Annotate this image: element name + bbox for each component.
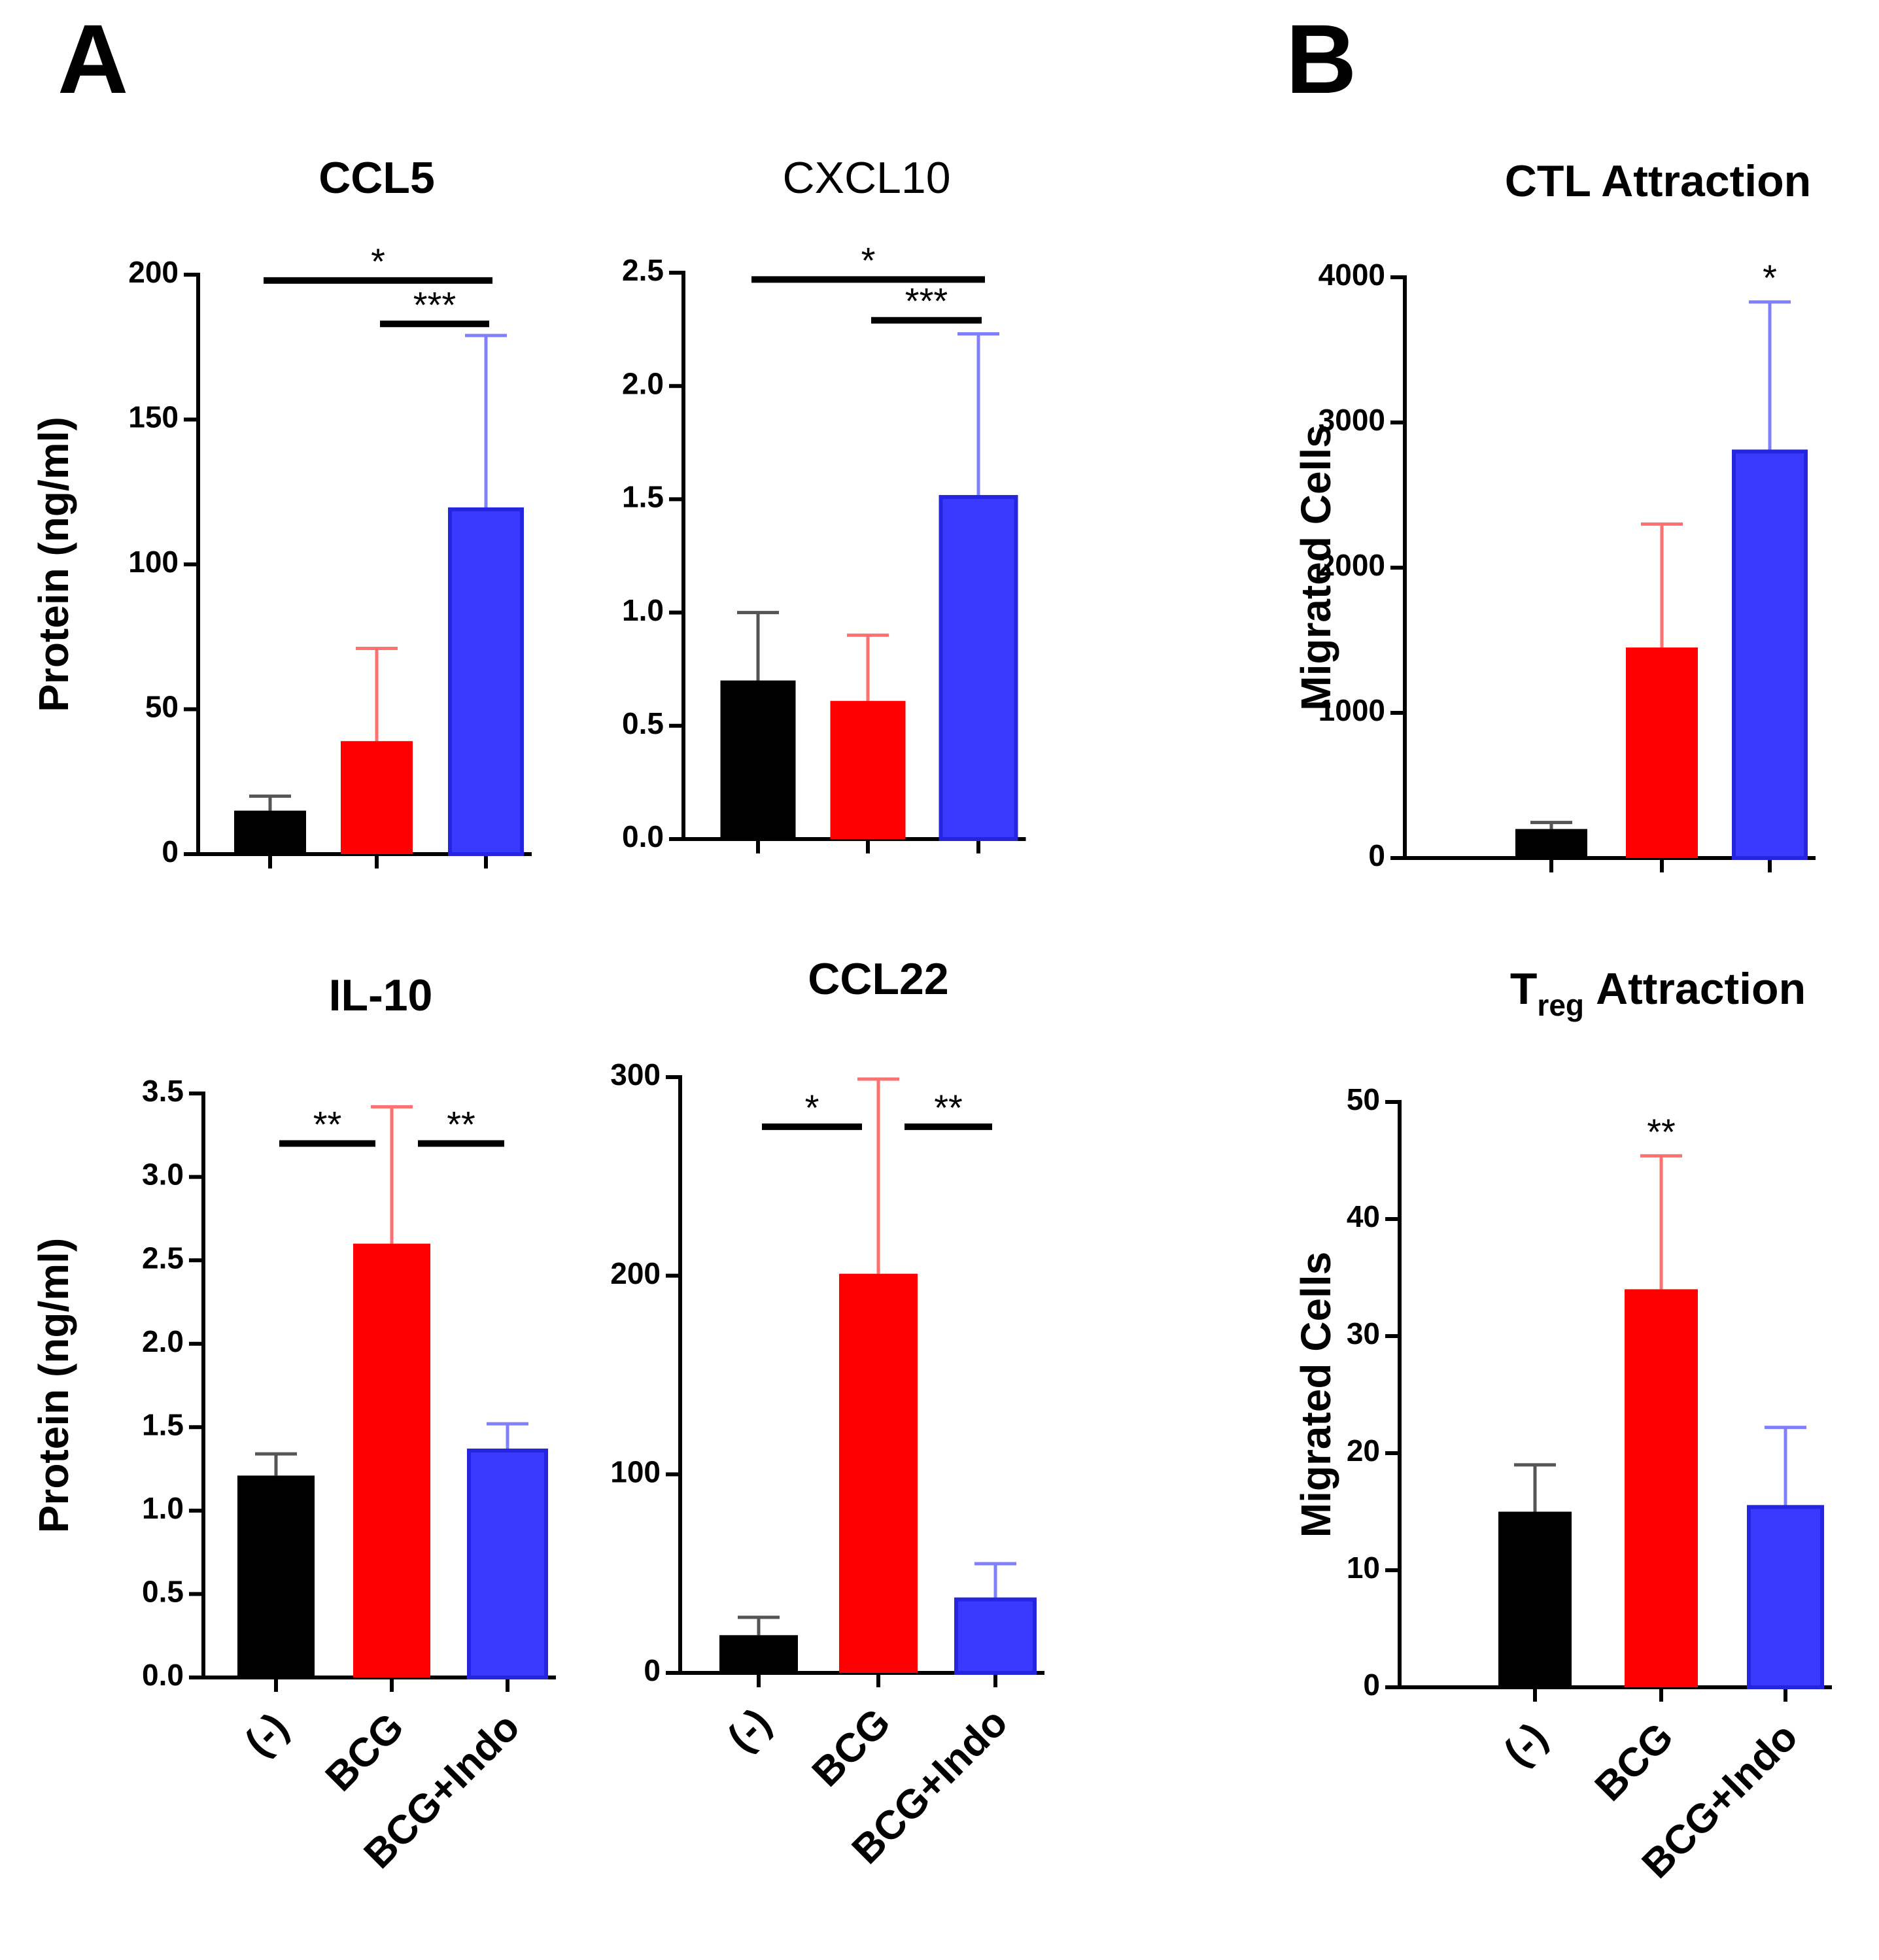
significance-label: ** — [934, 1087, 963, 1128]
bar-neg — [234, 810, 306, 854]
significance-label: * — [1763, 257, 1777, 298]
y-tick-label: 1.5 — [142, 1407, 184, 1441]
y-tick-label: 0.5 — [622, 706, 664, 740]
y-tick-label: 50 — [1347, 1082, 1380, 1116]
bar-bcg-indo — [448, 507, 524, 856]
bar-neg — [237, 1475, 315, 1677]
significance-label: ** — [313, 1104, 342, 1145]
y-tick-label: 30 — [1347, 1316, 1380, 1350]
chart-ctl-attraction: CTL Attraction Migrated Cells 0 1000 2000 300… — [1292, 156, 1816, 872]
y-axis-label: Protein (ng/ml) — [30, 417, 77, 712]
y-tick-label: 200 — [128, 255, 179, 289]
y-tick-label: 0 — [162, 834, 179, 868]
significance-label: * — [805, 1087, 819, 1128]
bar-bcg — [1626, 647, 1698, 858]
y-tick-label: 0.5 — [142, 1575, 184, 1609]
y-tick-label: 100 — [128, 545, 179, 579]
y-tick-label: 2.5 — [622, 253, 664, 287]
bar-bcg — [353, 1243, 430, 1677]
chart-treg-attraction: Treg Attraction Migrated Cells 0 10 20 30 40 50 *… — [1292, 964, 1832, 1887]
y-tick-label: 2.0 — [142, 1324, 184, 1358]
y-tick-label: 3.0 — [142, 1158, 184, 1192]
y-tick-label: 100 — [610, 1454, 661, 1488]
y-tick-label: 1.0 — [622, 593, 664, 627]
chart-title: CXCL10 — [782, 153, 950, 203]
category-label: BCG — [804, 1700, 899, 1795]
significance-label: *** — [413, 284, 456, 325]
chart-title-subscript: reg — [1537, 988, 1584, 1022]
significance-label: * — [371, 241, 385, 282]
bar-bcg — [839, 1273, 918, 1673]
chart-title: CCL5 — [319, 153, 435, 203]
y-tick-label: 2.5 — [142, 1241, 184, 1275]
significance-label: ** — [1647, 1111, 1676, 1152]
y-tick-label: 3000 — [1319, 403, 1385, 437]
bar-bcg-indo — [954, 1597, 1037, 1675]
chart-title: Treg Attraction — [1510, 964, 1806, 1022]
category-label: BCG — [317, 1704, 413, 1800]
chart-title: CTL Attraction — [1505, 156, 1811, 206]
y-tick-label: 150 — [128, 400, 179, 434]
panel-label-a: A — [58, 4, 128, 114]
bar-bcg-indo — [939, 494, 1018, 841]
significance-label: * — [861, 239, 876, 281]
chart-title-main: T — [1510, 964, 1538, 1014]
panel-label-b: B — [1286, 4, 1356, 114]
y-tick-label: 0.0 — [142, 1658, 184, 1692]
y-axis-label: Migrated Cells — [1292, 424, 1339, 710]
category-label: (-) — [1495, 1714, 1556, 1775]
y-tick-label: 3.5 — [142, 1074, 184, 1108]
y-tick-label: 10 — [1347, 1551, 1380, 1585]
significance-label: *** — [905, 281, 948, 322]
y-tick-label: 50 — [145, 690, 179, 724]
bar-neg — [719, 1635, 798, 1673]
category-label: BCG — [1587, 1714, 1682, 1810]
y-tick-label: 1.5 — [622, 480, 664, 514]
y-tick-label: 1000 — [1319, 693, 1385, 727]
bar-bcg-indo — [467, 1449, 548, 1679]
bar-bcg-indo — [1732, 449, 1808, 860]
y-tick-label: 0 — [1363, 1668, 1380, 1702]
y-axis-label: Migrated Cells — [1292, 1252, 1339, 1538]
chart-title: CCL22 — [808, 954, 948, 1004]
category-label: (-) — [236, 1704, 297, 1765]
y-tick-label: 0 — [1368, 838, 1385, 872]
bar-bcg — [830, 700, 906, 839]
y-tick-label: 2.0 — [622, 366, 664, 400]
bar-neg — [720, 680, 796, 839]
significance-label: ** — [447, 1104, 475, 1145]
y-tick-label: 4000 — [1319, 258, 1385, 292]
bar-neg — [1498, 1511, 1572, 1687]
y-tick-label: 40 — [1347, 1199, 1380, 1233]
y-tick-label: 0 — [644, 1653, 661, 1687]
y-tick-label: 300 — [610, 1057, 661, 1092]
chart-il10: IL-10 Protein (ng/ml) 0.0 0.5 1.0 1.5 2.0 2.5 3.… — [30, 971, 556, 1877]
y-tick-label: 20 — [1347, 1434, 1380, 1468]
chart-title: IL-10 — [329, 971, 433, 1020]
y-tick-label: 1.0 — [142, 1491, 184, 1525]
category-label: (-) — [719, 1700, 780, 1761]
y-tick-label: 0.0 — [622, 819, 664, 853]
y-axis-label: Protein (ng/ml) — [30, 1238, 77, 1534]
bar-bcg — [341, 741, 413, 854]
y-tick-label: 200 — [610, 1256, 661, 1290]
y-tick-label: 2000 — [1319, 548, 1385, 582]
bar-neg — [1515, 829, 1587, 858]
bar-bcg — [1625, 1289, 1698, 1687]
chart-title-rest: Attraction — [1596, 964, 1806, 1014]
bar-bcg-indo — [1747, 1505, 1824, 1690]
